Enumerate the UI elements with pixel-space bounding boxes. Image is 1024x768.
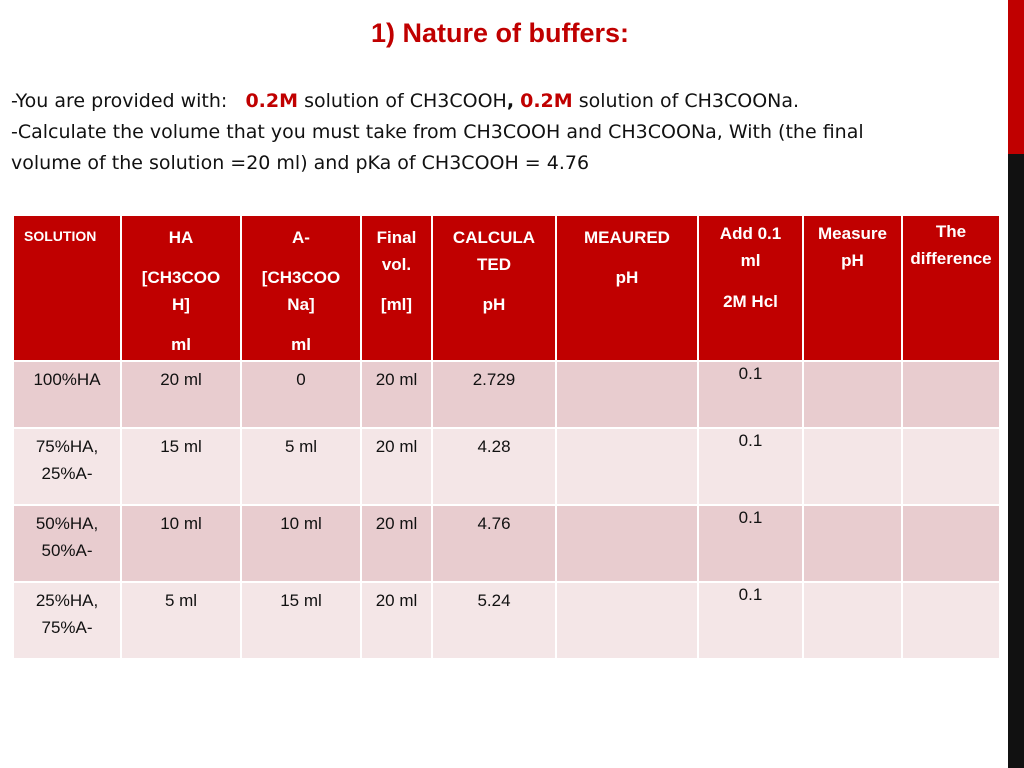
cell-measured: [555, 427, 699, 506]
header-difference: The difference: [901, 214, 1001, 362]
header-solution: SOLUTION: [12, 214, 122, 362]
header-add-hcl: Add 0.1 ml 2M Hcl: [697, 214, 804, 362]
cell-solution: 50%HA, 50%A-: [12, 504, 122, 583]
cell-text: 50%HA,: [35, 514, 99, 533]
header-label: [CH3COO: [141, 268, 221, 287]
header-label: Measure: [818, 224, 887, 243]
header-final-vol: Final vol. [ml]: [360, 214, 433, 362]
cell-measure-ph: [802, 360, 903, 429]
header-label: [ml]: [380, 295, 413, 314]
cell-final: 20 ml: [360, 504, 433, 583]
accent-bar-red: [1008, 0, 1024, 154]
header-label: pH: [482, 295, 506, 314]
header-measured-ph: MEAURED pH: [555, 214, 699, 362]
instruction-line-2: -Calculate the volume that you must take…: [11, 121, 864, 143]
cell-solution: 75%HA, 25%A-: [12, 427, 122, 506]
header-label: MEAURED: [584, 228, 670, 247]
cell-ha: 5 ml: [120, 581, 242, 660]
cell-ha: 20 ml: [120, 360, 242, 429]
cell-add: 0.1: [697, 427, 804, 506]
cell-a: 0: [240, 360, 362, 429]
header-label: H]: [172, 295, 190, 314]
cell-measure-ph: [802, 504, 903, 583]
header-label: pH: [841, 251, 864, 270]
concentration-highlight: 0.2M: [245, 90, 299, 112]
buffer-table: SOLUTION HA [CH3COO H] ml A- [CH3COO Na]…: [12, 214, 1001, 660]
header-label: SOLUTION: [24, 228, 97, 244]
cell-difference: [901, 427, 1001, 506]
header-label: A-: [292, 228, 310, 247]
header-label: TED: [477, 255, 511, 274]
cell-text: 75%A-: [41, 618, 93, 637]
concentration-highlight: 0.2M: [520, 90, 573, 112]
cell-calculated: 5.24: [431, 581, 557, 660]
table-row: 100%HA 20 ml 0 20 ml 2.729 0.1: [12, 360, 1001, 429]
cell-measure-ph: [802, 427, 903, 506]
table-row: 50%HA, 50%A- 10 ml 10 ml 20 ml 4.76 0.1: [12, 504, 1001, 583]
cell-measure-ph: [802, 581, 903, 660]
cell-calculated: 2.729: [431, 360, 557, 429]
cell-final: 20 ml: [360, 427, 433, 506]
header-label: ml: [171, 335, 191, 354]
cell-measured: [555, 360, 699, 429]
cell-add: 0.1: [697, 504, 804, 583]
instruction-text: solution of CH3COONa.: [578, 90, 800, 112]
header-label: difference: [910, 249, 992, 268]
accent-bar-dark: [1008, 154, 1024, 768]
header-label: CALCULA: [452, 228, 536, 247]
header-ha: HA [CH3COO H] ml: [120, 214, 242, 362]
header-label: Final: [376, 228, 417, 247]
cell-text: 25%A-: [41, 464, 93, 483]
instruction-text: -You are provided with:: [11, 90, 228, 112]
cell-ha: 10 ml: [120, 504, 242, 583]
header-label: HA: [168, 228, 194, 247]
cell-text: 50%A-: [41, 541, 93, 560]
cell-final: 20 ml: [360, 360, 433, 429]
cell-text: 100%HA: [33, 370, 101, 389]
header-label: The: [935, 222, 967, 241]
cell-difference: [901, 504, 1001, 583]
header-label: pH: [615, 268, 639, 287]
instruction-text: solution of CH3COOH: [304, 90, 507, 112]
cell-ha: 15 ml: [120, 427, 242, 506]
cell-measured: [555, 581, 699, 660]
cell-a: 10 ml: [240, 504, 362, 583]
cell-a: 5 ml: [240, 427, 362, 506]
table-row: 25%HA, 75%A- 5 ml 15 ml 20 ml 5.24 0.1: [12, 581, 1001, 660]
cell-text: 25%HA,: [35, 591, 99, 610]
comma: ,: [506, 90, 515, 112]
cell-measured: [555, 504, 699, 583]
header-calculated-ph: CALCULA TED pH: [431, 214, 557, 362]
cell-add: 0.1: [697, 581, 804, 660]
cell-solution: 100%HA: [12, 360, 122, 429]
cell-solution: 25%HA, 75%A-: [12, 581, 122, 660]
cell-final: 20 ml: [360, 581, 433, 660]
cell-a: 15 ml: [240, 581, 362, 660]
header-label: ml: [291, 335, 311, 354]
cell-difference: [901, 581, 1001, 660]
cell-add: 0.1: [697, 360, 804, 429]
header-measure-ph: Measure pH: [802, 214, 903, 362]
cell-difference: [901, 360, 1001, 429]
page-title: 1) Nature of buffers:: [370, 18, 630, 48]
cell-calculated: 4.76: [431, 504, 557, 583]
header-label: [CH3COO: [261, 268, 341, 287]
instructions: -You are provided with: 0.2M solution of…: [11, 86, 1001, 179]
header-label: Add 0.1: [719, 224, 782, 243]
instruction-line-1: -You are provided with: 0.2M solution of…: [11, 86, 1001, 117]
header-a: A- [CH3COO Na] ml: [240, 214, 362, 362]
header-label: vol.: [381, 255, 412, 274]
table-row: 75%HA, 25%A- 15 ml 5 ml 20 ml 4.28 0.1: [12, 427, 1001, 506]
cell-text: 75%HA,: [35, 437, 99, 456]
header-label: ml: [740, 251, 761, 270]
cell-calculated: 4.28: [431, 427, 557, 506]
table-header-row: SOLUTION HA [CH3COO H] ml A- [CH3COO Na]…: [12, 214, 1001, 362]
header-label: Na]: [287, 295, 315, 314]
header-label: 2M Hcl: [723, 292, 778, 311]
instruction-line-3: volume of the solution =20 ml) and pKa o…: [11, 152, 590, 174]
